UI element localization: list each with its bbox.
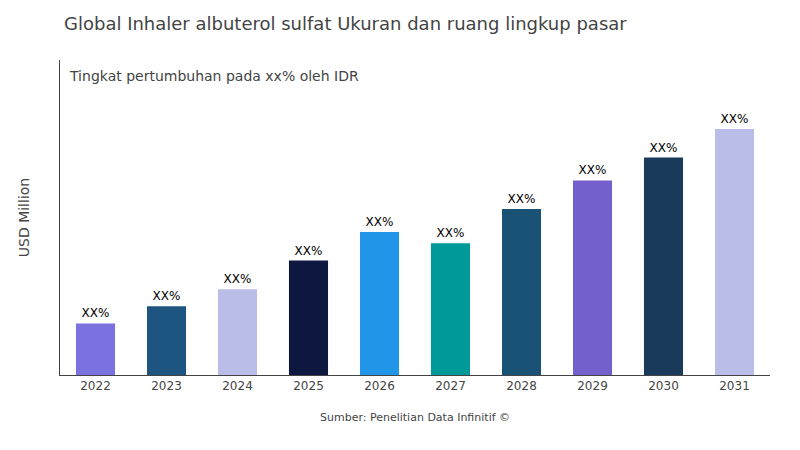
svg-text:2031: 2031 <box>719 379 750 393</box>
svg-text:XX%: XX% <box>295 244 323 258</box>
svg-text:2023: 2023 <box>151 379 182 393</box>
svg-text:Tingkat pertumbuhan pada xx% o: Tingkat pertumbuhan pada xx% oleh IDR <box>69 68 359 84</box>
svg-text:XX%: XX% <box>82 306 110 320</box>
svg-text:Sumber: Penelitian Data Infini: Sumber: Penelitian Data Infinitif © <box>320 411 510 424</box>
svg-text:XX%: XX% <box>721 112 749 126</box>
svg-text:2026: 2026 <box>364 379 395 393</box>
svg-text:USD Million: USD Million <box>16 178 32 257</box>
svg-text:XX%: XX% <box>366 215 394 229</box>
svg-text:XX%: XX% <box>437 226 465 240</box>
svg-text:2029: 2029 <box>577 379 608 393</box>
svg-text:2024: 2024 <box>222 379 253 393</box>
svg-text:XX%: XX% <box>224 272 252 286</box>
svg-text:2022: 2022 <box>80 379 111 393</box>
svg-text:2028: 2028 <box>506 379 537 393</box>
svg-text:Global Inhaler albuterol sulfa: Global Inhaler albuterol sulfat Ukuran d… <box>64 13 627 34</box>
svg-text:2027: 2027 <box>435 379 466 393</box>
svg-text:2030: 2030 <box>648 379 679 393</box>
svg-text:XX%: XX% <box>508 192 536 206</box>
svg-text:XX%: XX% <box>153 289 181 303</box>
svg-text:XX%: XX% <box>579 163 607 177</box>
svg-text:XX%: XX% <box>650 141 678 155</box>
svg-text:2025: 2025 <box>293 379 324 393</box>
